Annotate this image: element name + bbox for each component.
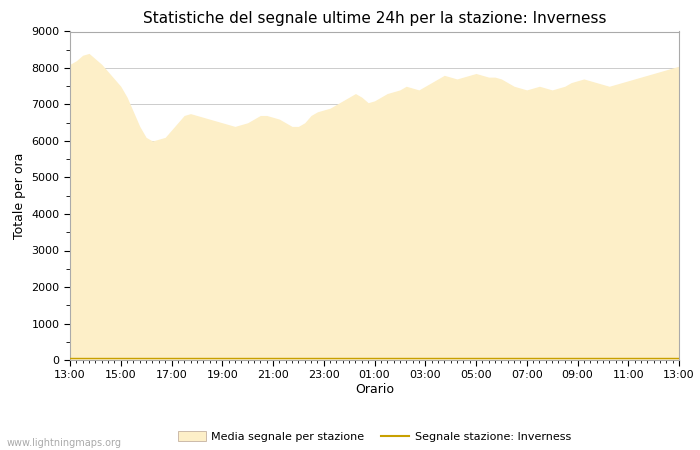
Text: www.lightningmaps.org: www.lightningmaps.org bbox=[7, 438, 122, 448]
Title: Statistiche del segnale ultime 24h per la stazione: Inverness: Statistiche del segnale ultime 24h per l… bbox=[143, 11, 606, 26]
X-axis label: Orario: Orario bbox=[355, 383, 394, 396]
Y-axis label: Totale per ora: Totale per ora bbox=[13, 153, 26, 239]
Legend: Media segnale per stazione, Segnale stazione: Inverness: Media segnale per stazione, Segnale staz… bbox=[174, 427, 575, 446]
